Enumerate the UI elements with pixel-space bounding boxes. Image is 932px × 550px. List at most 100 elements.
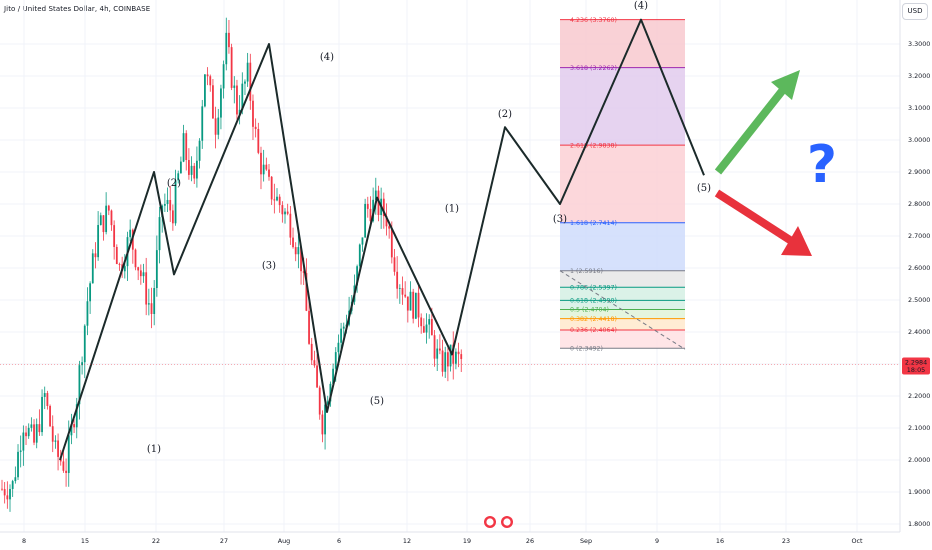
candle-body <box>196 160 198 179</box>
candle-body <box>230 47 233 88</box>
candle-body <box>326 401 329 405</box>
candle-body <box>25 432 27 437</box>
candle-body <box>305 272 308 311</box>
candle-body <box>300 247 302 272</box>
candle-body <box>455 351 457 364</box>
candle-body <box>188 159 190 175</box>
y-tick-label: 2.8000 <box>908 200 930 208</box>
fib-zone <box>560 270 685 288</box>
candle-body <box>286 211 289 214</box>
wave-label: (4) <box>320 52 334 63</box>
candle-body <box>422 326 425 333</box>
candle-body <box>244 81 246 84</box>
candle-body <box>270 176 273 200</box>
chart-header-title: Jito / United States Dollar, 4h, COINBAS… <box>4 5 151 13</box>
candle-body <box>38 424 41 433</box>
candle-body <box>457 351 460 355</box>
fib-zone <box>560 309 685 319</box>
down-arrow-head <box>781 226 812 256</box>
candle-body <box>217 117 220 135</box>
candle-body <box>182 133 185 162</box>
wave-label: (5) <box>697 183 711 194</box>
candle-body <box>409 291 412 311</box>
wave-label: (5) <box>370 396 384 407</box>
candle-body <box>17 451 19 478</box>
candle-body <box>257 128 260 153</box>
candle-body <box>374 190 377 200</box>
candle-body <box>342 326 345 329</box>
candle-body <box>174 180 177 224</box>
y-tick-label: 2.0000 <box>908 456 930 464</box>
y-tick-label: 2.2000 <box>908 392 930 400</box>
wave-label: (1) <box>445 204 459 215</box>
event-badge-inner <box>503 518 511 526</box>
fib-level-label: 4.236 (3.3760) <box>570 17 617 24</box>
candle-body <box>390 228 393 258</box>
up-arrow-head <box>771 70 800 100</box>
candle-body <box>441 350 444 372</box>
candle-body <box>329 383 332 402</box>
candle-body <box>446 352 449 367</box>
candle-body <box>249 62 252 101</box>
fib-trend-line <box>559 270 686 350</box>
candle-body <box>396 271 399 289</box>
candle-body <box>278 196 281 206</box>
event-badge-inner <box>486 518 494 526</box>
candle-body <box>14 477 17 482</box>
wave-label: (2) <box>498 109 512 120</box>
fib-zone <box>560 318 685 330</box>
candle-body <box>134 249 137 268</box>
candle-body <box>268 169 270 177</box>
candle-body <box>401 288 404 295</box>
candle-body <box>236 85 238 115</box>
candle-body <box>241 83 244 110</box>
candle-body <box>228 32 230 48</box>
elliott-wave-path <box>59 18 705 461</box>
candle-body <box>425 324 428 333</box>
candle-body <box>193 165 196 179</box>
fib-level-label: 3.618 (3.2262) <box>570 65 617 72</box>
candle-body <box>313 360 316 366</box>
fib-zone <box>560 67 685 146</box>
candle-body <box>22 432 25 451</box>
wave-label: (3) <box>553 214 567 225</box>
elliott-wave-lines: (1) (2) (3) (4) (5) (1) (2) (3) (4) (5) <box>59 1 711 461</box>
fib-level-label: 1 (2.5916) <box>570 268 603 275</box>
candle-body <box>294 247 297 255</box>
y-tick-label: 2.9000 <box>908 168 930 176</box>
candle-body <box>414 292 417 319</box>
candle-body <box>393 257 396 272</box>
candle-body <box>225 32 228 65</box>
candle-body <box>265 164 268 170</box>
candle-body <box>204 74 206 107</box>
y-tick-label: 2.6000 <box>908 264 930 272</box>
candle-body <box>276 196 278 201</box>
candle-body <box>212 85 214 119</box>
candle-body <box>35 424 38 443</box>
candle-body <box>118 264 121 265</box>
annotation-arrows: ? <box>714 70 837 256</box>
candle-body <box>86 301 89 326</box>
candle-body <box>324 404 326 435</box>
fib-zone <box>560 329 685 349</box>
candle-body <box>54 440 57 442</box>
candle-body <box>289 213 292 238</box>
candle-body <box>406 296 409 311</box>
candle-body <box>43 393 46 397</box>
candle-body <box>19 450 22 452</box>
candle-body <box>97 224 100 258</box>
currency-button[interactable]: USD <box>902 3 928 20</box>
up-arrow-shaft <box>714 83 790 175</box>
candle-body <box>113 225 116 247</box>
fibonacci-extension: 4.236 (3.3760) 3.618 (3.2262) 2.618 (2.983… <box>559 17 686 352</box>
candle-body <box>6 495 9 500</box>
candle-body <box>78 365 81 405</box>
candle-body <box>83 325 86 363</box>
candle-body <box>292 237 294 248</box>
candle-body <box>65 470 67 474</box>
candle-body <box>214 118 217 135</box>
candle-body <box>356 266 359 286</box>
candle-body <box>420 317 423 327</box>
candle-body <box>430 319 433 336</box>
